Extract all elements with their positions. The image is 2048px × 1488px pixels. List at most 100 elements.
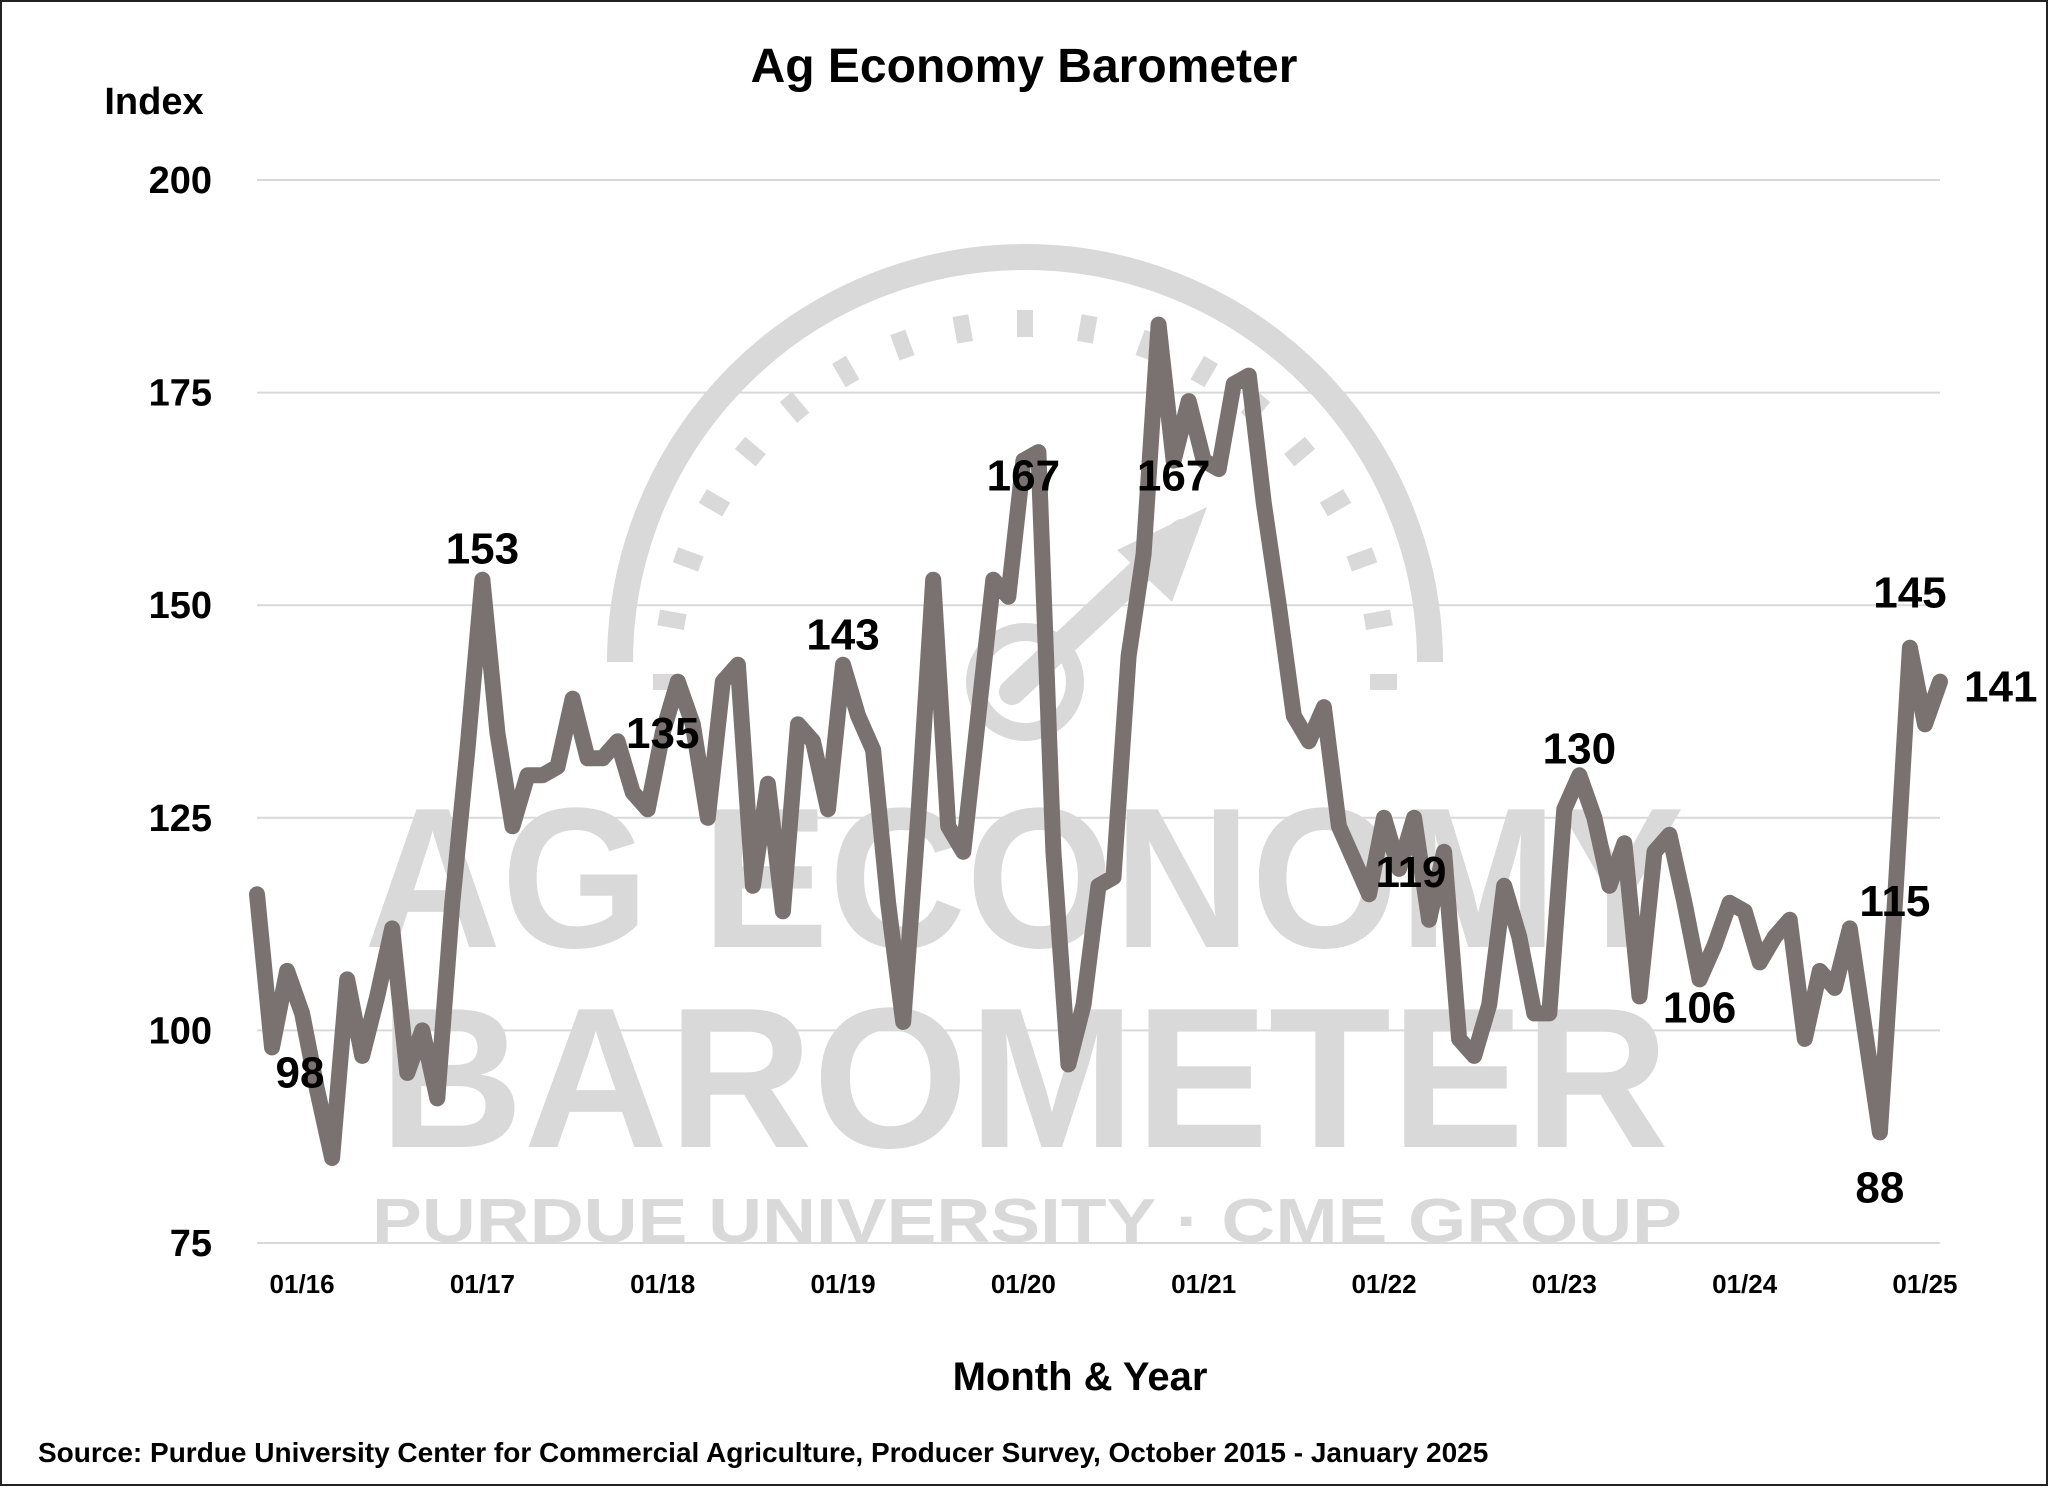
data-point bbox=[810, 739, 815, 744]
source-note: Source: Purdue University Center for Com… bbox=[38, 1437, 1488, 1468]
data-point bbox=[600, 756, 605, 761]
y-tick-label: 200 bbox=[149, 160, 212, 202]
data-point bbox=[525, 773, 530, 778]
data-point bbox=[360, 1053, 365, 1058]
data-point bbox=[660, 730, 665, 735]
data-point bbox=[1021, 458, 1026, 463]
data-point bbox=[991, 577, 996, 582]
data-label: 167 bbox=[987, 452, 1060, 501]
data-point bbox=[405, 1070, 410, 1075]
data-point bbox=[1156, 322, 1161, 327]
data-point bbox=[300, 1011, 305, 1016]
data-point bbox=[901, 1019, 906, 1024]
x-axis-label: Month & Year bbox=[953, 1355, 1208, 1399]
data-point bbox=[1667, 832, 1672, 837]
data-labels: 98 153 135 143 167 167 119 130 106 88 115 145 141 bbox=[276, 452, 2038, 1213]
data-point bbox=[345, 977, 350, 982]
watermark-tick bbox=[657, 609, 687, 630]
data-point bbox=[285, 968, 290, 973]
watermark-line1: AG ECONOMY bbox=[364, 767, 1684, 990]
data-point bbox=[1817, 968, 1822, 973]
data-point bbox=[270, 1045, 275, 1050]
data-point bbox=[1832, 985, 1837, 990]
data-point bbox=[675, 679, 680, 684]
data-point bbox=[1592, 815, 1597, 820]
data-point bbox=[946, 824, 951, 829]
data-point bbox=[1772, 934, 1777, 939]
data-point bbox=[1412, 815, 1417, 820]
data-label: 115 bbox=[1859, 877, 1930, 926]
data-point bbox=[570, 696, 575, 701]
data-point bbox=[480, 577, 485, 582]
data-point bbox=[750, 883, 755, 888]
x-tick-label: 01/19 bbox=[811, 1269, 876, 1299]
data-point bbox=[1351, 858, 1356, 863]
data-point bbox=[510, 824, 515, 829]
data-point bbox=[315, 1087, 320, 1092]
data-point bbox=[495, 730, 500, 735]
data-label: 119 bbox=[1376, 848, 1447, 897]
watermark-tick bbox=[698, 489, 731, 517]
watermark-tick bbox=[1363, 609, 1393, 630]
data-point bbox=[961, 849, 966, 854]
data-label: 143 bbox=[806, 611, 879, 660]
data-point bbox=[720, 679, 725, 684]
data-label: 153 bbox=[446, 525, 519, 574]
data-point bbox=[1186, 399, 1191, 404]
data-point bbox=[1532, 1011, 1537, 1016]
x-tick-label: 01/17 bbox=[450, 1269, 515, 1299]
data-point bbox=[690, 722, 695, 727]
y-tick-label: 175 bbox=[149, 373, 212, 415]
data-point bbox=[1877, 1130, 1882, 1135]
watermark-tick bbox=[832, 355, 860, 388]
data-point bbox=[1727, 900, 1732, 905]
watermark-tick bbox=[890, 329, 915, 361]
data-point bbox=[1096, 883, 1101, 888]
data-point bbox=[826, 807, 831, 812]
data-point bbox=[976, 713, 981, 718]
data-point bbox=[1607, 883, 1612, 888]
data-point bbox=[375, 994, 380, 999]
data-point bbox=[1051, 849, 1056, 854]
data-point bbox=[1757, 960, 1762, 965]
data-point bbox=[1201, 458, 1206, 463]
data-point bbox=[465, 747, 470, 752]
data-point bbox=[1442, 849, 1447, 854]
data-point bbox=[1907, 645, 1912, 650]
data-point bbox=[1487, 1002, 1492, 1007]
x-axis-ticks: 01/16 01/17 01/18 01/19 01/20 01/21 01/22 01/23… bbox=[270, 1269, 1958, 1299]
gridlines bbox=[257, 179, 1940, 1244]
x-tick-label: 01/21 bbox=[1171, 1269, 1236, 1299]
data-point bbox=[1171, 458, 1176, 463]
watermark-gauge-arc bbox=[607, 244, 1443, 663]
data-label: 135 bbox=[626, 709, 699, 758]
watermark-tick bbox=[1190, 355, 1218, 388]
data-point bbox=[1321, 705, 1326, 710]
data-point bbox=[1892, 900, 1897, 905]
y-tick-label: 100 bbox=[149, 1010, 212, 1052]
data-point bbox=[1397, 866, 1402, 871]
y-axis-label: Index bbox=[104, 81, 203, 123]
data-point bbox=[1697, 977, 1702, 982]
data-point bbox=[555, 764, 560, 769]
data-point bbox=[1036, 450, 1041, 455]
data-point bbox=[1306, 739, 1311, 744]
data-label: 145 bbox=[1873, 569, 1946, 618]
watermark-tick bbox=[1077, 314, 1098, 344]
data-point bbox=[1336, 824, 1341, 829]
data-point bbox=[1216, 467, 1221, 472]
y-tick-label: 75 bbox=[170, 1223, 212, 1265]
data-label: 130 bbox=[1543, 724, 1616, 773]
series-points bbox=[255, 322, 1942, 1160]
x-tick-label: 01/22 bbox=[1351, 1269, 1416, 1299]
data-point bbox=[795, 722, 800, 727]
data-point bbox=[931, 577, 936, 582]
data-point bbox=[1006, 594, 1011, 599]
data-point bbox=[435, 1096, 440, 1101]
data-point bbox=[1457, 1036, 1462, 1041]
data-point bbox=[841, 662, 846, 667]
watermark-line3: PURDUE UNIVERSITY · CME GROUP bbox=[372, 1187, 1682, 1256]
data-point bbox=[1126, 654, 1131, 659]
data-point bbox=[780, 909, 785, 914]
